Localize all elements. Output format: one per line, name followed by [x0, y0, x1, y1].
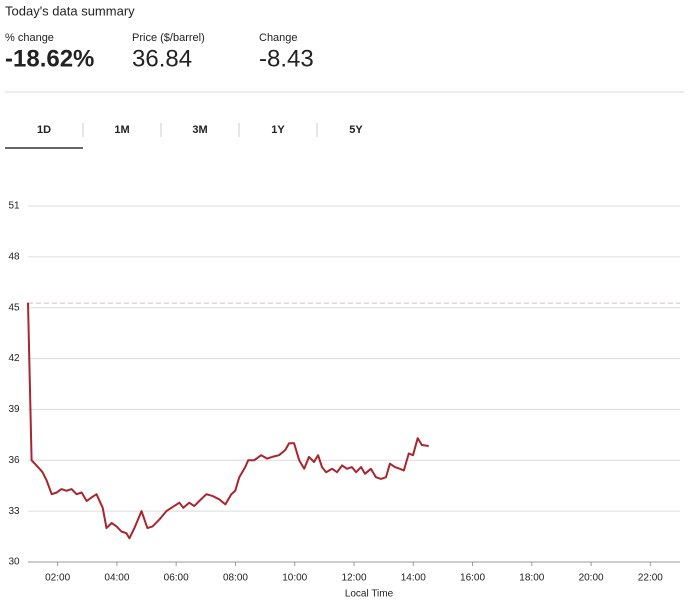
- x-tick-label: 18:00: [519, 573, 544, 584]
- x-tick-label: 10:00: [282, 573, 307, 584]
- x-tick-label: 22:00: [638, 573, 663, 584]
- x-axis-label: Local Time: [345, 589, 394, 600]
- x-tick-label: 14:00: [401, 573, 426, 584]
- x-tick-label: 16:00: [460, 573, 485, 584]
- x-tick-label: 06:00: [164, 573, 189, 584]
- y-tick-label: 51: [8, 201, 20, 212]
- y-tick-label: 36: [8, 455, 20, 466]
- stat-label: % change: [5, 32, 54, 44]
- x-tick-label: 12:00: [341, 573, 366, 584]
- y-tick-label: 45: [8, 302, 20, 313]
- tab[interactable]: 1D: [37, 124, 51, 136]
- stat-value: 36.84: [132, 45, 192, 72]
- x-tick-label: 04:00: [104, 573, 129, 584]
- y-tick-label: 33: [8, 506, 20, 517]
- y-tick-label: 30: [8, 557, 20, 568]
- stat-value: -18.62%: [5, 45, 94, 72]
- tab[interactable]: 1M: [114, 124, 129, 136]
- y-tick-label: 42: [8, 353, 20, 364]
- price-line: [27, 302, 429, 540]
- tab[interactable]: 3M: [192, 124, 207, 136]
- stat-value: -8.43: [259, 45, 314, 72]
- stat-label: Change: [259, 32, 298, 44]
- y-tick-label: 39: [8, 404, 20, 415]
- x-tick-label: 08:00: [223, 573, 248, 584]
- x-tick-label: 20:00: [579, 573, 604, 584]
- tab[interactable]: 1Y: [271, 124, 285, 136]
- y-tick-label: 48: [8, 251, 20, 262]
- summary-title: Today's data summary: [5, 3, 135, 18]
- tab[interactable]: 5Y: [349, 124, 363, 136]
- stat-label: Price ($/barrel): [132, 32, 205, 44]
- x-tick-label: 02:00: [45, 573, 70, 584]
